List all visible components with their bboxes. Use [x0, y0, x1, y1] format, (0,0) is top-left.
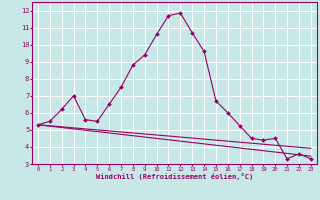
X-axis label: Windchill (Refroidissement éolien,°C): Windchill (Refroidissement éolien,°C) — [96, 173, 253, 180]
